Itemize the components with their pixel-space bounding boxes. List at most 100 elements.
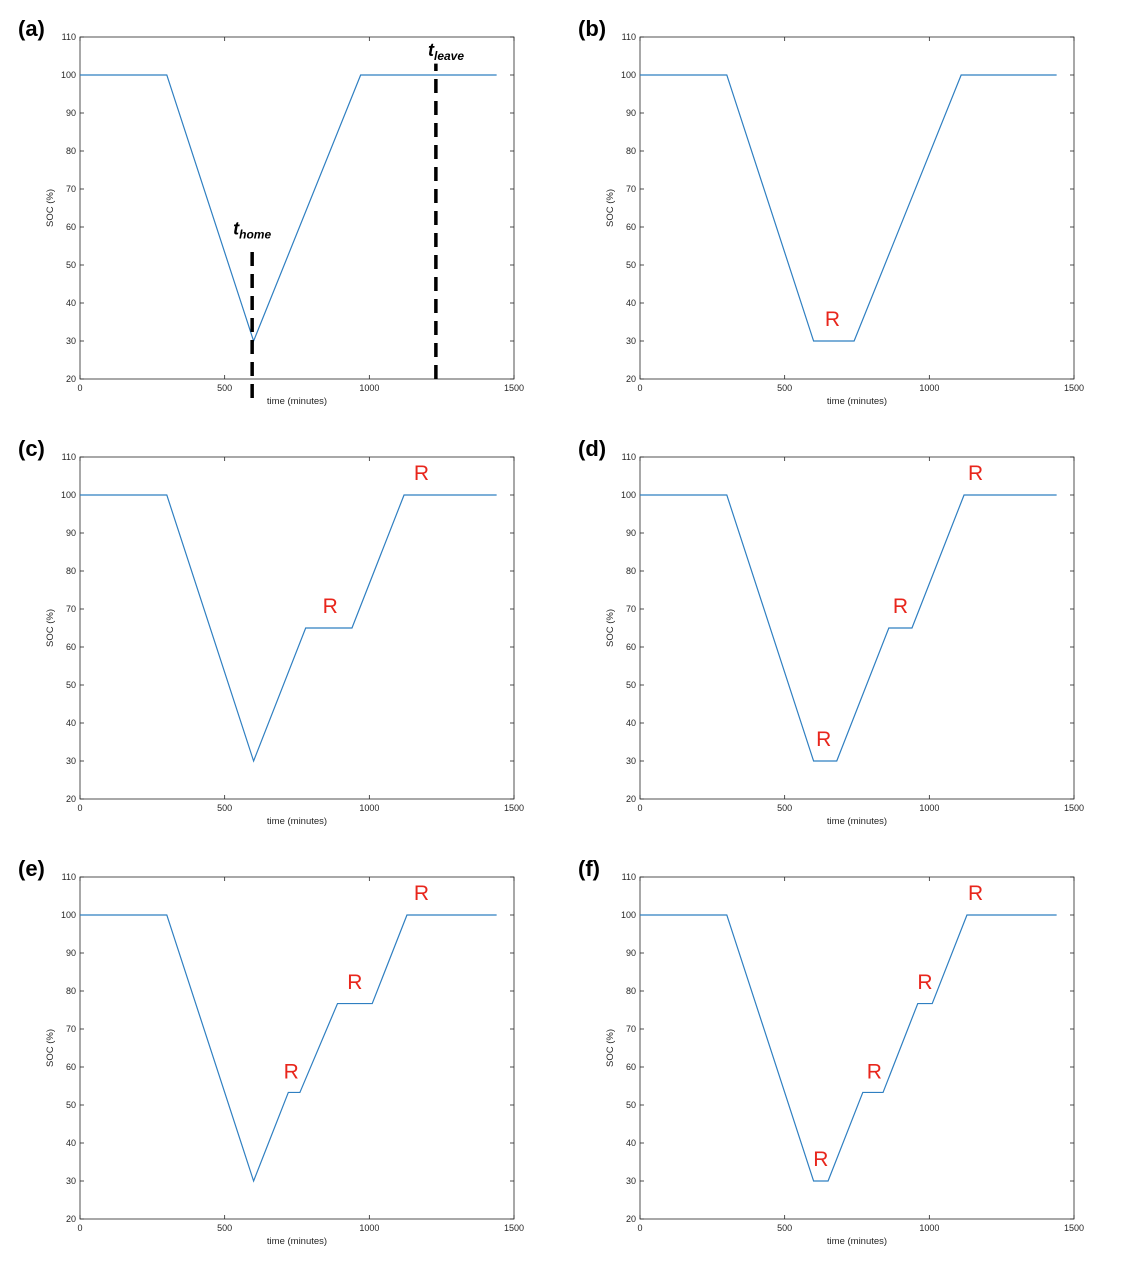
y-axis-label: SOC (%) bbox=[45, 609, 56, 647]
y-axis-label: SOC (%) bbox=[605, 1029, 616, 1067]
chart-panel: 20 30 40 50 60 70 80 90 100 110 0 500 1000 1500 time (… bbox=[45, 872, 524, 1247]
y-tick-label: 100 bbox=[61, 490, 76, 500]
panel-letter: (a) bbox=[18, 16, 45, 41]
rest-annotation: R bbox=[968, 462, 983, 485]
y-tick-label: 20 bbox=[66, 1214, 76, 1224]
y-axis-label: SOC (%) bbox=[605, 609, 616, 647]
rest-annotation: R bbox=[347, 971, 362, 994]
y-tick-label: 50 bbox=[626, 1100, 636, 1110]
rest-annotation: R bbox=[414, 462, 429, 485]
time-marker-label: thome bbox=[233, 219, 271, 242]
y-tick-label: 30 bbox=[626, 336, 636, 346]
y-tick-label: 50 bbox=[626, 260, 636, 270]
x-axis-label: time (minutes) bbox=[267, 396, 327, 407]
y-tick-label: 100 bbox=[61, 910, 76, 920]
y-tick-label: 100 bbox=[621, 490, 636, 500]
rest-annotation: R bbox=[284, 1060, 299, 1083]
y-tick-label: 30 bbox=[626, 1176, 636, 1186]
x-tick-label: 0 bbox=[77, 1223, 82, 1233]
x-tick-label: 1000 bbox=[359, 1223, 379, 1233]
y-tick-label: 90 bbox=[626, 948, 636, 958]
y-tick-label: 100 bbox=[61, 70, 76, 80]
y-tick-label: 60 bbox=[626, 1062, 636, 1072]
x-tick-label: 0 bbox=[77, 383, 82, 393]
y-tick-label: 90 bbox=[66, 948, 76, 958]
y-tick-label: 100 bbox=[621, 910, 636, 920]
y-tick-label: 80 bbox=[66, 986, 76, 996]
y-tick-label: 60 bbox=[66, 1062, 76, 1072]
soc-series-line bbox=[80, 914, 497, 1183]
x-tick-label: 1000 bbox=[359, 383, 379, 393]
x-tick-label: 500 bbox=[777, 383, 792, 393]
x-tick-label: 500 bbox=[217, 383, 232, 393]
panel-letter: (f) bbox=[578, 856, 600, 881]
x-tick-label: 500 bbox=[777, 803, 792, 813]
x-tick-label: 1500 bbox=[504, 383, 524, 393]
y-tick-label: 30 bbox=[66, 1176, 76, 1186]
y-tick-label: 60 bbox=[66, 222, 76, 232]
y-tick-label: 40 bbox=[66, 718, 76, 728]
y-tick-label: 90 bbox=[66, 528, 76, 538]
y-tick-label: 50 bbox=[66, 260, 76, 270]
x-axis-label: time (minutes) bbox=[267, 816, 327, 827]
y-tick-label: 50 bbox=[66, 680, 76, 690]
y-tick-label: 70 bbox=[66, 184, 76, 194]
y-tick-label: 100 bbox=[621, 70, 636, 80]
y-tick-label: 40 bbox=[66, 1138, 76, 1148]
y-tick-label: 30 bbox=[66, 756, 76, 766]
y-tick-label: 50 bbox=[626, 680, 636, 690]
rest-annotation: R bbox=[867, 1060, 882, 1083]
panel-letter: (c) bbox=[18, 436, 45, 461]
y-tick-label: 50 bbox=[66, 1100, 76, 1110]
y-tick-label: 70 bbox=[626, 604, 636, 614]
plot-frame bbox=[639, 456, 1075, 800]
rest-annotation: R bbox=[816, 728, 831, 751]
y-tick-label: 20 bbox=[66, 794, 76, 804]
plot-frame bbox=[79, 876, 515, 1220]
time-marker-subscript: home bbox=[239, 228, 271, 242]
y-tick-label: 80 bbox=[66, 566, 76, 576]
y-tick-label: 110 bbox=[622, 452, 636, 462]
y-tick-label: 60 bbox=[626, 642, 636, 652]
y-tick-label: 40 bbox=[626, 1138, 636, 1148]
rest-annotation: R bbox=[893, 595, 908, 618]
rest-annotation: R bbox=[917, 971, 932, 994]
soc-series-line bbox=[640, 74, 1057, 342]
x-tick-label: 1000 bbox=[919, 803, 939, 813]
y-tick-label: 110 bbox=[622, 872, 636, 882]
time-marker-symbol: t bbox=[233, 219, 240, 239]
x-tick-label: 0 bbox=[637, 383, 642, 393]
time-marker-subscript: leave bbox=[434, 49, 464, 63]
y-axis-label: SOC (%) bbox=[45, 189, 56, 227]
chart-panel: 20 30 40 50 60 70 80 90 100 110 0 500 1000 1500 time (… bbox=[605, 32, 1084, 407]
y-tick-label: 40 bbox=[626, 298, 636, 308]
rest-annotation: R bbox=[323, 595, 338, 618]
x-tick-label: 500 bbox=[217, 803, 232, 813]
soc-series-line bbox=[80, 494, 497, 763]
y-tick-label: 20 bbox=[626, 374, 636, 384]
y-tick-label: 80 bbox=[66, 146, 76, 156]
y-tick-label: 110 bbox=[622, 32, 636, 42]
y-tick-label: 90 bbox=[626, 528, 636, 538]
y-tick-label: 20 bbox=[626, 794, 636, 804]
panel-letter: (e) bbox=[18, 856, 45, 881]
plot-frame bbox=[79, 36, 515, 380]
x-tick-label: 0 bbox=[77, 803, 82, 813]
x-tick-label: 1500 bbox=[504, 1223, 524, 1233]
y-axis-label: SOC (%) bbox=[605, 189, 616, 227]
y-tick-label: 40 bbox=[66, 298, 76, 308]
x-tick-label: 1500 bbox=[504, 803, 524, 813]
x-tick-label: 1000 bbox=[919, 1223, 939, 1233]
chart-panel: 20 30 40 50 60 70 80 90 100 110 0 500 1000 1500 time (… bbox=[45, 452, 524, 827]
y-tick-label: 80 bbox=[626, 566, 636, 576]
y-tick-label: 90 bbox=[66, 108, 76, 118]
x-axis-label: time (minutes) bbox=[827, 396, 887, 407]
x-tick-label: 0 bbox=[637, 1223, 642, 1233]
x-tick-label: 1500 bbox=[1064, 383, 1084, 393]
chart-panel: 20 30 40 50 60 70 80 90 100 110 0 500 1000 1500 time (… bbox=[605, 872, 1084, 1247]
y-tick-label: 80 bbox=[626, 986, 636, 996]
y-tick-label: 80 bbox=[626, 146, 636, 156]
plot-frame bbox=[79, 456, 515, 800]
soc-series-line bbox=[640, 494, 1057, 762]
